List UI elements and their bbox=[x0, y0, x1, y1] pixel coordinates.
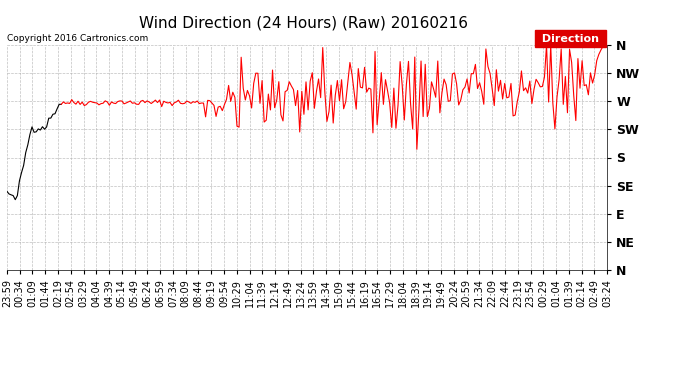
Text: Wind Direction (24 Hours) (Raw) 20160216: Wind Direction (24 Hours) (Raw) 20160216 bbox=[139, 15, 468, 30]
Text: Direction: Direction bbox=[538, 34, 603, 44]
Text: Copyright 2016 Cartronics.com: Copyright 2016 Cartronics.com bbox=[7, 34, 148, 43]
